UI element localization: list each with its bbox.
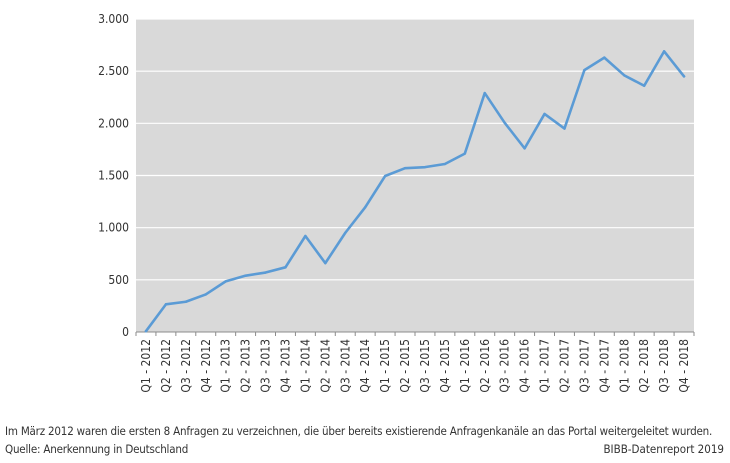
x-tick-label: Q1 - 2018 <box>617 339 631 393</box>
x-tick-label: Q3 - 2015 <box>418 339 432 393</box>
data-points <box>144 50 686 333</box>
data-point <box>264 271 267 274</box>
data-point <box>682 75 686 78</box>
data-point <box>563 127 566 130</box>
data-point <box>662 50 666 53</box>
data-point <box>383 174 387 178</box>
data-point <box>324 261 327 265</box>
x-tick-label: Q3 - 2017 <box>577 339 591 393</box>
data-point <box>244 274 247 277</box>
data-point <box>423 165 427 169</box>
data-point <box>483 91 486 95</box>
data-point <box>503 121 506 125</box>
data-point <box>204 293 207 296</box>
y-tick-label: 500 <box>108 273 129 287</box>
data-point <box>583 68 586 72</box>
x-tick-label: Q2 - 2017 <box>557 339 571 393</box>
data-point <box>443 162 447 166</box>
data-point <box>304 234 307 238</box>
x-tick-label: Q1 - 2012 <box>139 339 153 393</box>
data-point <box>463 152 467 155</box>
data-point <box>284 266 287 269</box>
data-point <box>623 74 626 77</box>
series-line <box>144 50 686 333</box>
chart-note: Im März 2012 waren die ersten 8 Anfragen… <box>5 424 713 438</box>
x-tick-label: Q4 - 2014 <box>358 339 372 393</box>
y-axis: 0 500 1.000 1.500 2.000 2.500 3.000 <box>98 12 129 339</box>
x-tick-label: Q4 - 2013 <box>278 339 292 393</box>
x-tick-label: Q1 - 2013 <box>219 339 233 393</box>
x-tick-label: Q3 - 2013 <box>259 339 273 393</box>
data-point <box>603 56 606 59</box>
x-tick-label: Q3 - 2016 <box>498 339 512 393</box>
x-tick-label: Q1 - 2015 <box>378 339 392 393</box>
data-point <box>184 300 188 303</box>
x-axis: Q1 - 2012 Q2 - 2012 Q3 - 2012 Q4 - 2012 Q1 -… <box>135 331 695 393</box>
x-tick-label: Q4 - 2016 <box>518 339 532 393</box>
data-point <box>642 84 646 87</box>
y-tick-label: 2.000 <box>98 116 129 130</box>
x-tick-label: Q4 - 2012 <box>199 339 213 393</box>
x-tick-label: Q2 - 2013 <box>239 339 253 393</box>
x-tick-label: Q1 - 2016 <box>458 339 472 393</box>
x-tick-label: Q3 - 2012 <box>179 339 193 393</box>
y-tick-label: 3.000 <box>98 12 129 26</box>
data-point <box>224 280 227 283</box>
x-tick-label: Q4 - 2015 <box>438 339 452 393</box>
data-point <box>144 329 148 333</box>
data-point <box>523 147 526 150</box>
x-tick-label: Q3 - 2014 <box>338 339 352 393</box>
x-tick-label: Q2 - 2012 <box>159 339 173 393</box>
x-tick-label: Q4 - 2018 <box>677 339 691 393</box>
x-tick-label: Q2 - 2018 <box>637 339 651 393</box>
y-tick-label: 1.000 <box>98 221 129 235</box>
x-tick-label: Q4 - 2017 <box>597 339 611 393</box>
x-tick-label: Q2 - 2015 <box>398 339 412 393</box>
data-point <box>403 166 407 170</box>
x-tick-label: Q2 - 2014 <box>318 339 332 393</box>
x-tick-label: Q3 - 2018 <box>657 339 671 393</box>
data-point <box>543 112 546 116</box>
y-tick-label: 2.500 <box>98 64 129 78</box>
x-tick-label: Q1 - 2017 <box>538 339 552 393</box>
y-tick-label: 0 <box>122 325 129 339</box>
data-point <box>344 231 347 235</box>
x-tick-label: Q2 - 2016 <box>478 339 492 393</box>
data-point <box>164 303 168 306</box>
report-credit: BIBB-Datenreport 2019 <box>603 442 724 456</box>
x-tick-label: Q1 - 2014 <box>298 339 312 393</box>
data-point <box>363 206 367 209</box>
chart-source: Quelle: Anerkennung in Deutschland <box>5 442 189 456</box>
y-tick-label: 1.500 <box>98 169 129 183</box>
